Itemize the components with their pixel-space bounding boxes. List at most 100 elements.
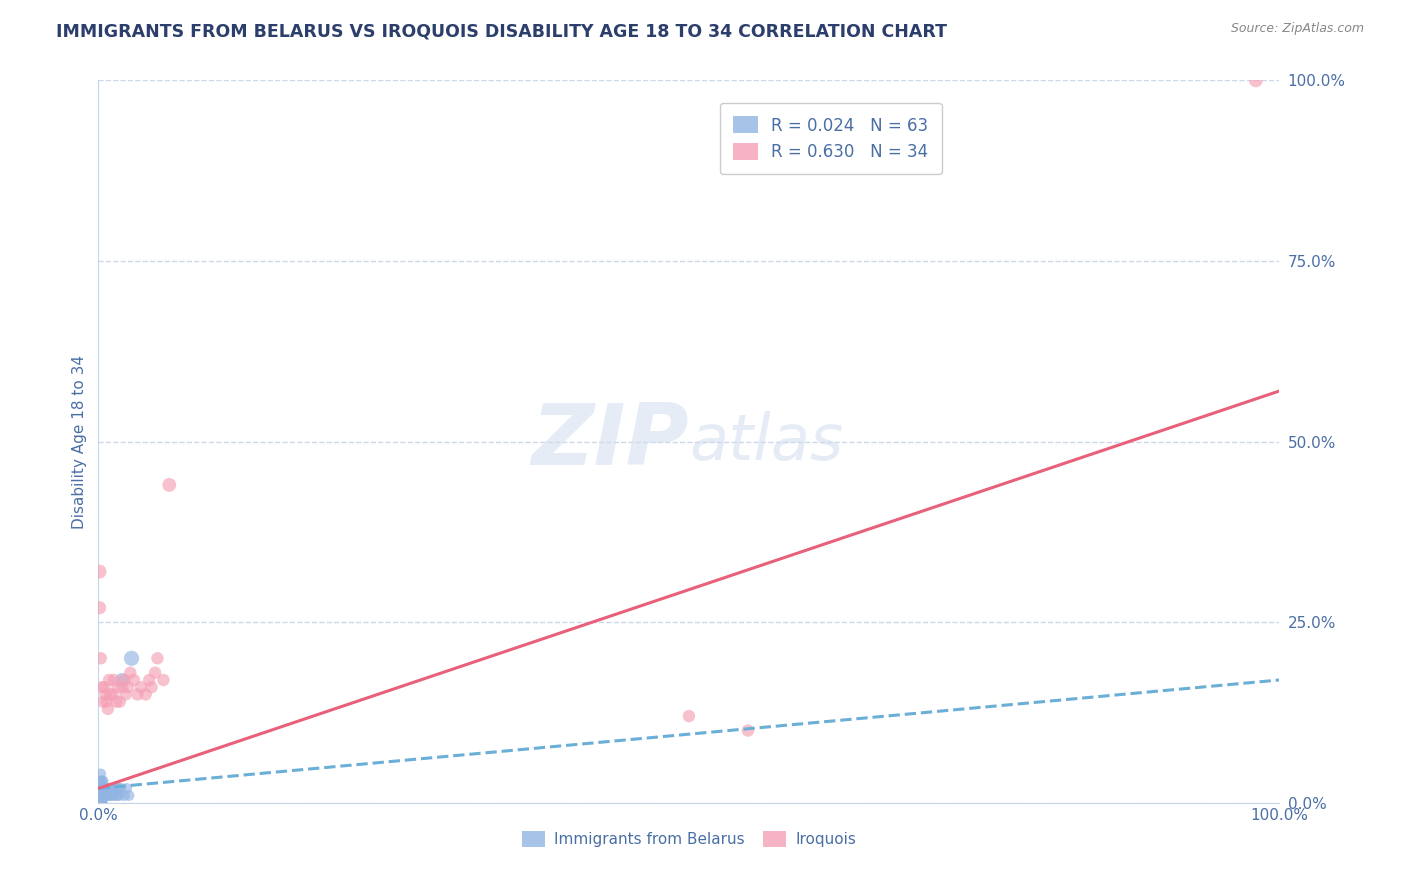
Point [112,673,135,687]
Point [104,789,127,803]
Point [90,767,112,781]
Point [97,789,120,803]
Point [89,789,111,803]
Point [141,680,163,694]
Point [96,695,118,709]
Point [105,789,128,803]
Point [100,781,122,796]
Point [108,789,131,803]
Point [89,796,111,810]
Point [111,680,134,694]
Point [91,796,114,810]
Point [90,774,112,789]
Point [152,673,174,687]
Point [89,789,111,803]
Point [89,796,111,810]
Point [108,695,131,709]
Point [89,789,111,803]
Point [105,680,128,694]
Point [135,687,157,701]
Text: atlas: atlas [689,410,844,473]
Point [117,680,139,694]
Point [91,789,114,803]
Point [93,680,115,694]
Point [89,781,111,796]
Point [89,796,111,810]
Point [101,687,124,701]
Point [122,673,145,687]
Point [89,796,111,810]
Point [115,781,138,796]
Text: Source: ZipAtlas.com: Source: ZipAtlas.com [1230,22,1364,36]
Point [89,796,111,810]
Point [737,723,759,738]
Point [90,781,112,796]
Point [91,695,114,709]
Point [98,687,121,701]
Point [90,789,112,803]
Point [146,651,169,665]
Point [157,478,180,492]
Point [89,789,111,803]
Point [118,789,141,803]
Point [94,687,117,701]
Point [89,789,111,803]
Point [103,781,125,796]
Point [107,781,129,796]
Point [111,673,134,687]
Point [91,781,114,796]
Point [90,651,112,665]
Point [98,781,121,796]
Point [94,789,117,803]
Point [89,796,111,810]
Point [91,789,114,803]
Point [678,709,700,723]
Point [93,789,115,803]
Point [121,651,143,665]
Point [90,796,112,810]
Point [120,665,142,680]
Point [143,665,166,680]
Y-axis label: Disability Age 18 to 34: Disability Age 18 to 34 [72,354,87,529]
Point [89,796,111,810]
Point [138,673,160,687]
Point [89,796,111,810]
Point [105,695,128,709]
Point [103,673,125,687]
Point [89,781,111,796]
Point [89,796,111,810]
Point [114,687,136,701]
Point [105,781,128,796]
Point [127,687,149,701]
Point [89,781,111,796]
Point [96,781,118,796]
Point [98,789,121,803]
Point [96,789,118,803]
Point [91,680,114,694]
Point [89,565,111,579]
Point [90,796,112,810]
Point [91,781,114,796]
Point [1244,73,1267,87]
Point [101,789,124,803]
Point [98,673,121,687]
Point [89,796,111,810]
Point [97,702,120,716]
Point [89,796,111,810]
Point [89,796,111,810]
Point [89,796,111,810]
Point [112,789,135,803]
Point [91,774,114,789]
Text: ZIP: ZIP [531,400,689,483]
Point [129,680,152,694]
Point [94,781,117,796]
Point [90,796,112,810]
Point [110,781,132,796]
Legend: Immigrants from Belarus, Iroquois: Immigrants from Belarus, Iroquois [516,825,862,853]
Point [90,789,112,803]
Point [89,789,111,803]
Text: IMMIGRANTS FROM BELARUS VS IROQUOIS DISABILITY AGE 18 TO 34 CORRELATION CHART: IMMIGRANTS FROM BELARUS VS IROQUOIS DISA… [56,22,948,40]
Point [89,774,111,789]
Point [91,774,114,789]
Point [89,774,111,789]
